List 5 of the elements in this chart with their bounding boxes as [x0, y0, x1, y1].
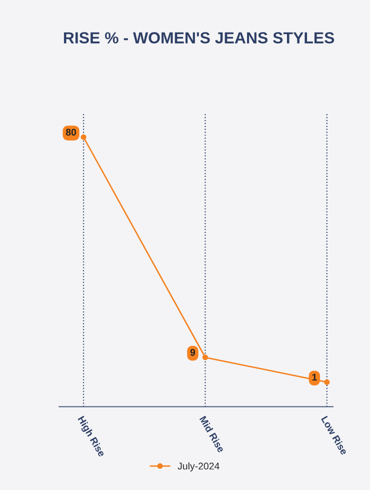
legend-label: July-2024 [178, 462, 220, 472]
data-label: 80 [66, 128, 76, 136]
data-label: 9 [190, 348, 196, 356]
data-label: 1 [312, 374, 317, 381]
chart-title: RISE % - WOMEN'S JEANS STYLES [64, 32, 334, 44]
